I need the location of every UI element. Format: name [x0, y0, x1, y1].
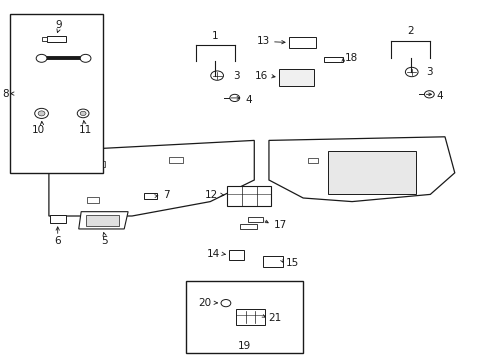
Text: 10: 10	[32, 125, 44, 135]
Text: 4: 4	[435, 91, 442, 102]
Text: 8: 8	[2, 89, 9, 99]
Text: 15: 15	[285, 258, 298, 268]
Polygon shape	[79, 212, 128, 229]
Bar	[240, 225, 256, 229]
Circle shape	[210, 71, 223, 80]
Bar	[87, 197, 99, 202]
Text: 3: 3	[426, 67, 432, 77]
Text: 21: 21	[267, 312, 281, 323]
Text: 5: 5	[101, 236, 108, 246]
Bar	[185, 281, 303, 353]
Text: 14: 14	[206, 249, 220, 259]
Text: 3: 3	[233, 71, 240, 81]
Bar	[323, 57, 343, 62]
Text: 18: 18	[345, 53, 358, 63]
Circle shape	[80, 111, 86, 116]
Polygon shape	[268, 137, 454, 202]
Bar	[86, 215, 119, 226]
Bar	[307, 158, 318, 163]
Bar	[47, 36, 65, 42]
Bar	[327, 151, 415, 194]
Bar	[247, 217, 262, 222]
Text: 13: 13	[256, 36, 269, 46]
Circle shape	[80, 54, 91, 62]
Bar	[288, 37, 315, 48]
Circle shape	[38, 111, 45, 116]
Bar	[278, 69, 313, 86]
Bar	[263, 256, 282, 267]
Bar	[10, 14, 102, 173]
Polygon shape	[49, 140, 254, 216]
Circle shape	[229, 94, 239, 102]
Bar	[228, 250, 243, 260]
Text: 2: 2	[407, 26, 413, 36]
Circle shape	[77, 109, 89, 118]
Circle shape	[405, 67, 417, 77]
Text: 6: 6	[54, 236, 61, 246]
Bar	[50, 215, 65, 223]
Text: 1: 1	[211, 31, 218, 41]
Bar	[90, 161, 105, 167]
Text: 16: 16	[254, 71, 267, 81]
Text: 20: 20	[198, 298, 211, 308]
Text: 11: 11	[79, 125, 92, 135]
Text: 17: 17	[273, 220, 286, 230]
Bar	[236, 309, 264, 325]
Circle shape	[36, 54, 47, 62]
Text: 9: 9	[55, 20, 62, 30]
Text: 19: 19	[237, 341, 251, 351]
Bar	[143, 193, 157, 199]
Circle shape	[221, 300, 230, 307]
Text: 12: 12	[204, 190, 218, 200]
Bar	[227, 186, 271, 206]
Circle shape	[424, 91, 433, 98]
Text: 4: 4	[245, 95, 252, 105]
Text: 7: 7	[163, 190, 170, 201]
Circle shape	[35, 108, 48, 118]
Bar	[168, 157, 183, 163]
Bar	[42, 37, 47, 41]
